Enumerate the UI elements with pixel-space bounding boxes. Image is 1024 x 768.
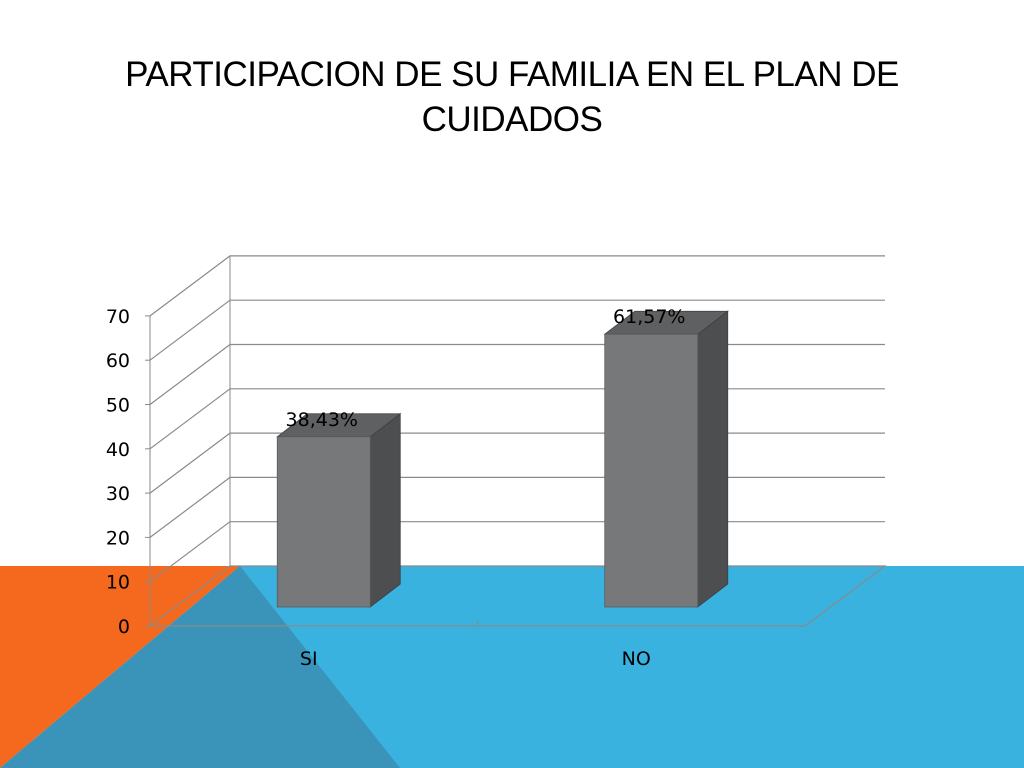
- y-tick-label: 50: [106, 395, 130, 417]
- x-axis-labels: SI NO: [300, 648, 651, 670]
- y-tick-label: 70: [106, 306, 130, 328]
- gridline: [149, 299, 885, 361]
- data-label-si: 38,43%: [286, 409, 358, 431]
- bar-side-face: [369, 412, 401, 608]
- gridline: [149, 521, 885, 583]
- gridline: [149, 388, 885, 450]
- bar-front-face: [604, 333, 699, 608]
- bar-si: [276, 412, 402, 608]
- y-tick-label: 40: [106, 439, 130, 461]
- y-tick-label: 10: [106, 572, 130, 594]
- y-axis-ticks: 0 10 20 30 40 50 60 70: [106, 306, 150, 638]
- y-tick-label: 30: [106, 483, 130, 505]
- chart-floor: [148, 565, 887, 627]
- y-tick-label: 20: [106, 527, 130, 549]
- gridline: [149, 343, 885, 405]
- bar-no: [603, 310, 729, 608]
- slide-title: PARTICIPACION DE SU FAMILIA EN EL PLAN D…: [125, 55, 899, 139]
- bar-side-face: [697, 310, 729, 608]
- gridline: [149, 432, 885, 494]
- y-tick-label: 0: [118, 616, 130, 638]
- bar-front-face: [276, 436, 371, 608]
- blue-overlap-shape: [0, 566, 400, 768]
- gridline: [149, 255, 885, 317]
- data-labels: 38,43% 61,57%: [286, 306, 686, 431]
- data-label-no: 61,57%: [613, 306, 685, 328]
- gridline: [149, 476, 885, 538]
- chart-grid: [148, 255, 887, 627]
- chart-bars: [276, 310, 729, 608]
- y-tick-label: 60: [106, 350, 130, 372]
- category-label-si: SI: [300, 648, 318, 670]
- category-label-no: NO: [622, 648, 651, 670]
